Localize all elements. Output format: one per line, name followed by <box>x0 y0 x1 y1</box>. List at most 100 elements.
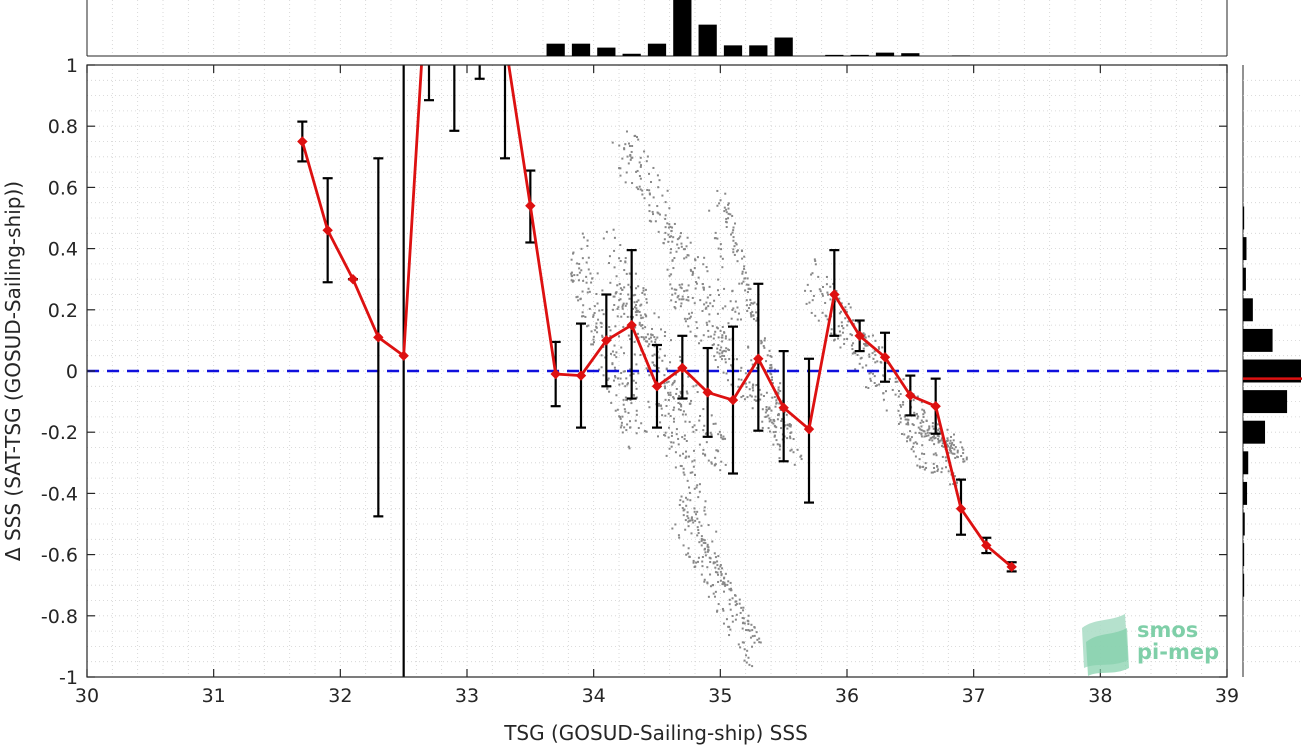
scatter-point <box>741 616 744 619</box>
scatter-point <box>752 318 755 321</box>
scatter-point <box>713 464 716 467</box>
scatter-point <box>612 228 615 231</box>
scatter-point <box>613 354 616 357</box>
scatter-point <box>778 443 781 446</box>
scatter-point <box>719 243 722 246</box>
scatter-point <box>746 291 749 294</box>
scatter-point <box>637 299 640 302</box>
scatter-point <box>754 395 757 398</box>
scatter-point <box>696 484 699 487</box>
scatter-point <box>679 499 682 502</box>
scatter-point <box>625 272 628 275</box>
scatter-point <box>717 278 720 281</box>
scatter-point <box>718 202 721 205</box>
scatter-point <box>729 608 732 611</box>
scatter-point <box>677 437 680 440</box>
scatter-point <box>625 377 628 380</box>
scatter-point <box>750 313 753 316</box>
scatter-point <box>700 535 703 538</box>
scatter-point <box>635 413 638 416</box>
scatter-point <box>756 303 759 306</box>
scatter-point <box>696 510 699 513</box>
right-histogram-bar <box>1243 359 1301 383</box>
scatter-point <box>767 427 770 430</box>
scatter-point <box>748 388 751 391</box>
scatter-point <box>771 382 774 385</box>
scatter-point <box>645 301 648 304</box>
scatter-point <box>694 473 697 476</box>
scatter-point <box>850 344 853 347</box>
scatter-point <box>936 434 939 437</box>
scatter-point <box>631 182 634 185</box>
scatter-point <box>728 603 731 606</box>
scatter-point <box>618 299 621 302</box>
scatter-point <box>717 336 720 339</box>
scatter-point <box>680 465 683 468</box>
scatter-point <box>694 258 697 261</box>
scatter-point <box>692 430 695 433</box>
scatter-point <box>644 288 647 291</box>
scatter-point <box>647 400 650 403</box>
scatter-point <box>768 430 771 433</box>
scatter-point <box>800 454 803 457</box>
scatter-point <box>907 435 910 438</box>
scatter-point <box>821 311 824 314</box>
scatter-point <box>637 285 640 288</box>
scatter-point <box>704 542 707 545</box>
scatter-point <box>717 366 720 369</box>
scatter-point <box>764 415 767 418</box>
scatter-point <box>616 284 619 287</box>
scatter-point <box>663 354 666 357</box>
scatter-point <box>810 273 813 276</box>
scatter-point <box>702 452 705 455</box>
scatter-point <box>718 430 721 433</box>
scatter-point <box>705 306 708 309</box>
scatter-point <box>610 401 613 404</box>
scatter-point <box>717 450 720 453</box>
scatter-point <box>838 297 841 300</box>
scatter-point <box>846 337 849 340</box>
scatter-point <box>652 166 655 169</box>
scatter-point <box>732 236 735 239</box>
scatter-point <box>713 333 716 336</box>
right-histogram-bar <box>1243 512 1245 536</box>
scatter-point <box>746 396 749 399</box>
scatter-point <box>672 441 675 444</box>
scatter-point <box>845 310 848 313</box>
scatter-point <box>738 598 741 601</box>
scatter-point <box>627 334 630 337</box>
scatter-point <box>585 275 588 278</box>
scatter-point <box>716 289 719 292</box>
scatter-point <box>778 402 781 405</box>
scatter-point <box>640 317 643 320</box>
scatter-point <box>676 296 679 299</box>
scatter-point <box>786 437 789 440</box>
scatter-point <box>724 305 727 308</box>
scatter-point <box>682 452 685 455</box>
scatter-point <box>707 548 710 551</box>
scatter-point <box>894 380 897 383</box>
scatter-point <box>953 452 956 455</box>
scatter-point <box>709 431 712 434</box>
scatter-point <box>714 359 717 362</box>
scatter-point <box>687 375 690 378</box>
scatter-point <box>670 248 673 251</box>
right-histogram-bar <box>1243 543 1245 567</box>
scatter-point <box>731 308 734 311</box>
scatter-point <box>622 403 625 406</box>
scatter-point <box>635 396 638 399</box>
scatter-point <box>639 314 642 317</box>
scatter-point <box>913 411 916 414</box>
scatter-point <box>729 300 732 303</box>
scatter-point <box>667 226 670 229</box>
scatter-point <box>841 324 844 327</box>
scatter-point <box>649 336 652 339</box>
top-histogram-bar <box>647 43 667 56</box>
scatter-point <box>761 408 764 411</box>
y-tick-label: -0.8 <box>41 606 78 628</box>
scatter-point <box>751 645 754 648</box>
scatter-point <box>724 350 727 353</box>
scatter-point <box>709 302 712 305</box>
scatter-point <box>874 354 877 357</box>
